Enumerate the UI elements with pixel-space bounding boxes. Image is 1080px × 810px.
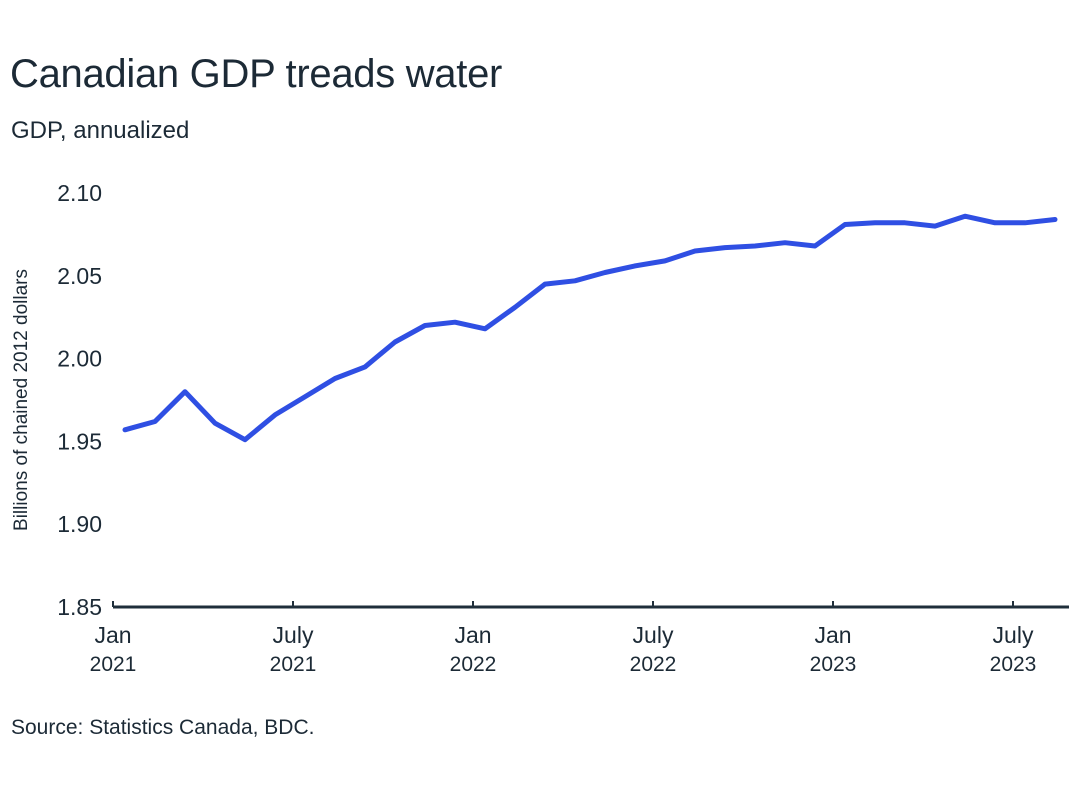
x-tick-label-year: 2022 — [630, 653, 677, 676]
x-tick-label-month: Jan — [814, 622, 851, 648]
x-tick-label-year: 2022 — [450, 653, 497, 676]
x-tick-label-month: July — [633, 622, 674, 648]
y-tick-label: 1.90 — [57, 511, 102, 537]
x-axis — [112, 601, 1069, 609]
y-tick-label: 1.95 — [57, 428, 102, 454]
x-tick-label-year: 2023 — [810, 653, 857, 676]
chart-title: Canadian GDP treads water — [10, 52, 503, 96]
x-tick-label-year: 2021 — [270, 653, 317, 676]
y-tick-label: 2.10 — [57, 180, 102, 206]
x-tick-label-month: July — [993, 622, 1034, 648]
source-note: Source: Statistics Canada, BDC. — [11, 716, 315, 739]
y-tick-label: 2.05 — [57, 263, 102, 289]
x-tick-label-month: Jan — [454, 622, 491, 648]
y-tick-labels: 1.85 1.90 1.95 2.00 2.05 2.10 — [57, 180, 102, 620]
x-tick-label-year: 2021 — [90, 653, 137, 676]
x-tick-labels: Jan 2021 July 2021 Jan 2022 July 2022 Jan 2023 Jul… — [90, 622, 1037, 676]
series-group — [122, 213, 1058, 443]
y-tick-label: 2.00 — [57, 346, 102, 372]
x-tick-label-month: July — [273, 622, 314, 648]
chart-subtitle: GDP, annualized — [11, 117, 190, 144]
y-tick-label: 1.85 — [57, 594, 102, 620]
series-line-gdp — [122, 213, 1058, 443]
x-tick-label-year: 2023 — [990, 653, 1037, 676]
x-tick-label-month: Jan — [94, 622, 131, 648]
y-axis-label: Billions of chained 2012 dollars — [11, 269, 32, 531]
